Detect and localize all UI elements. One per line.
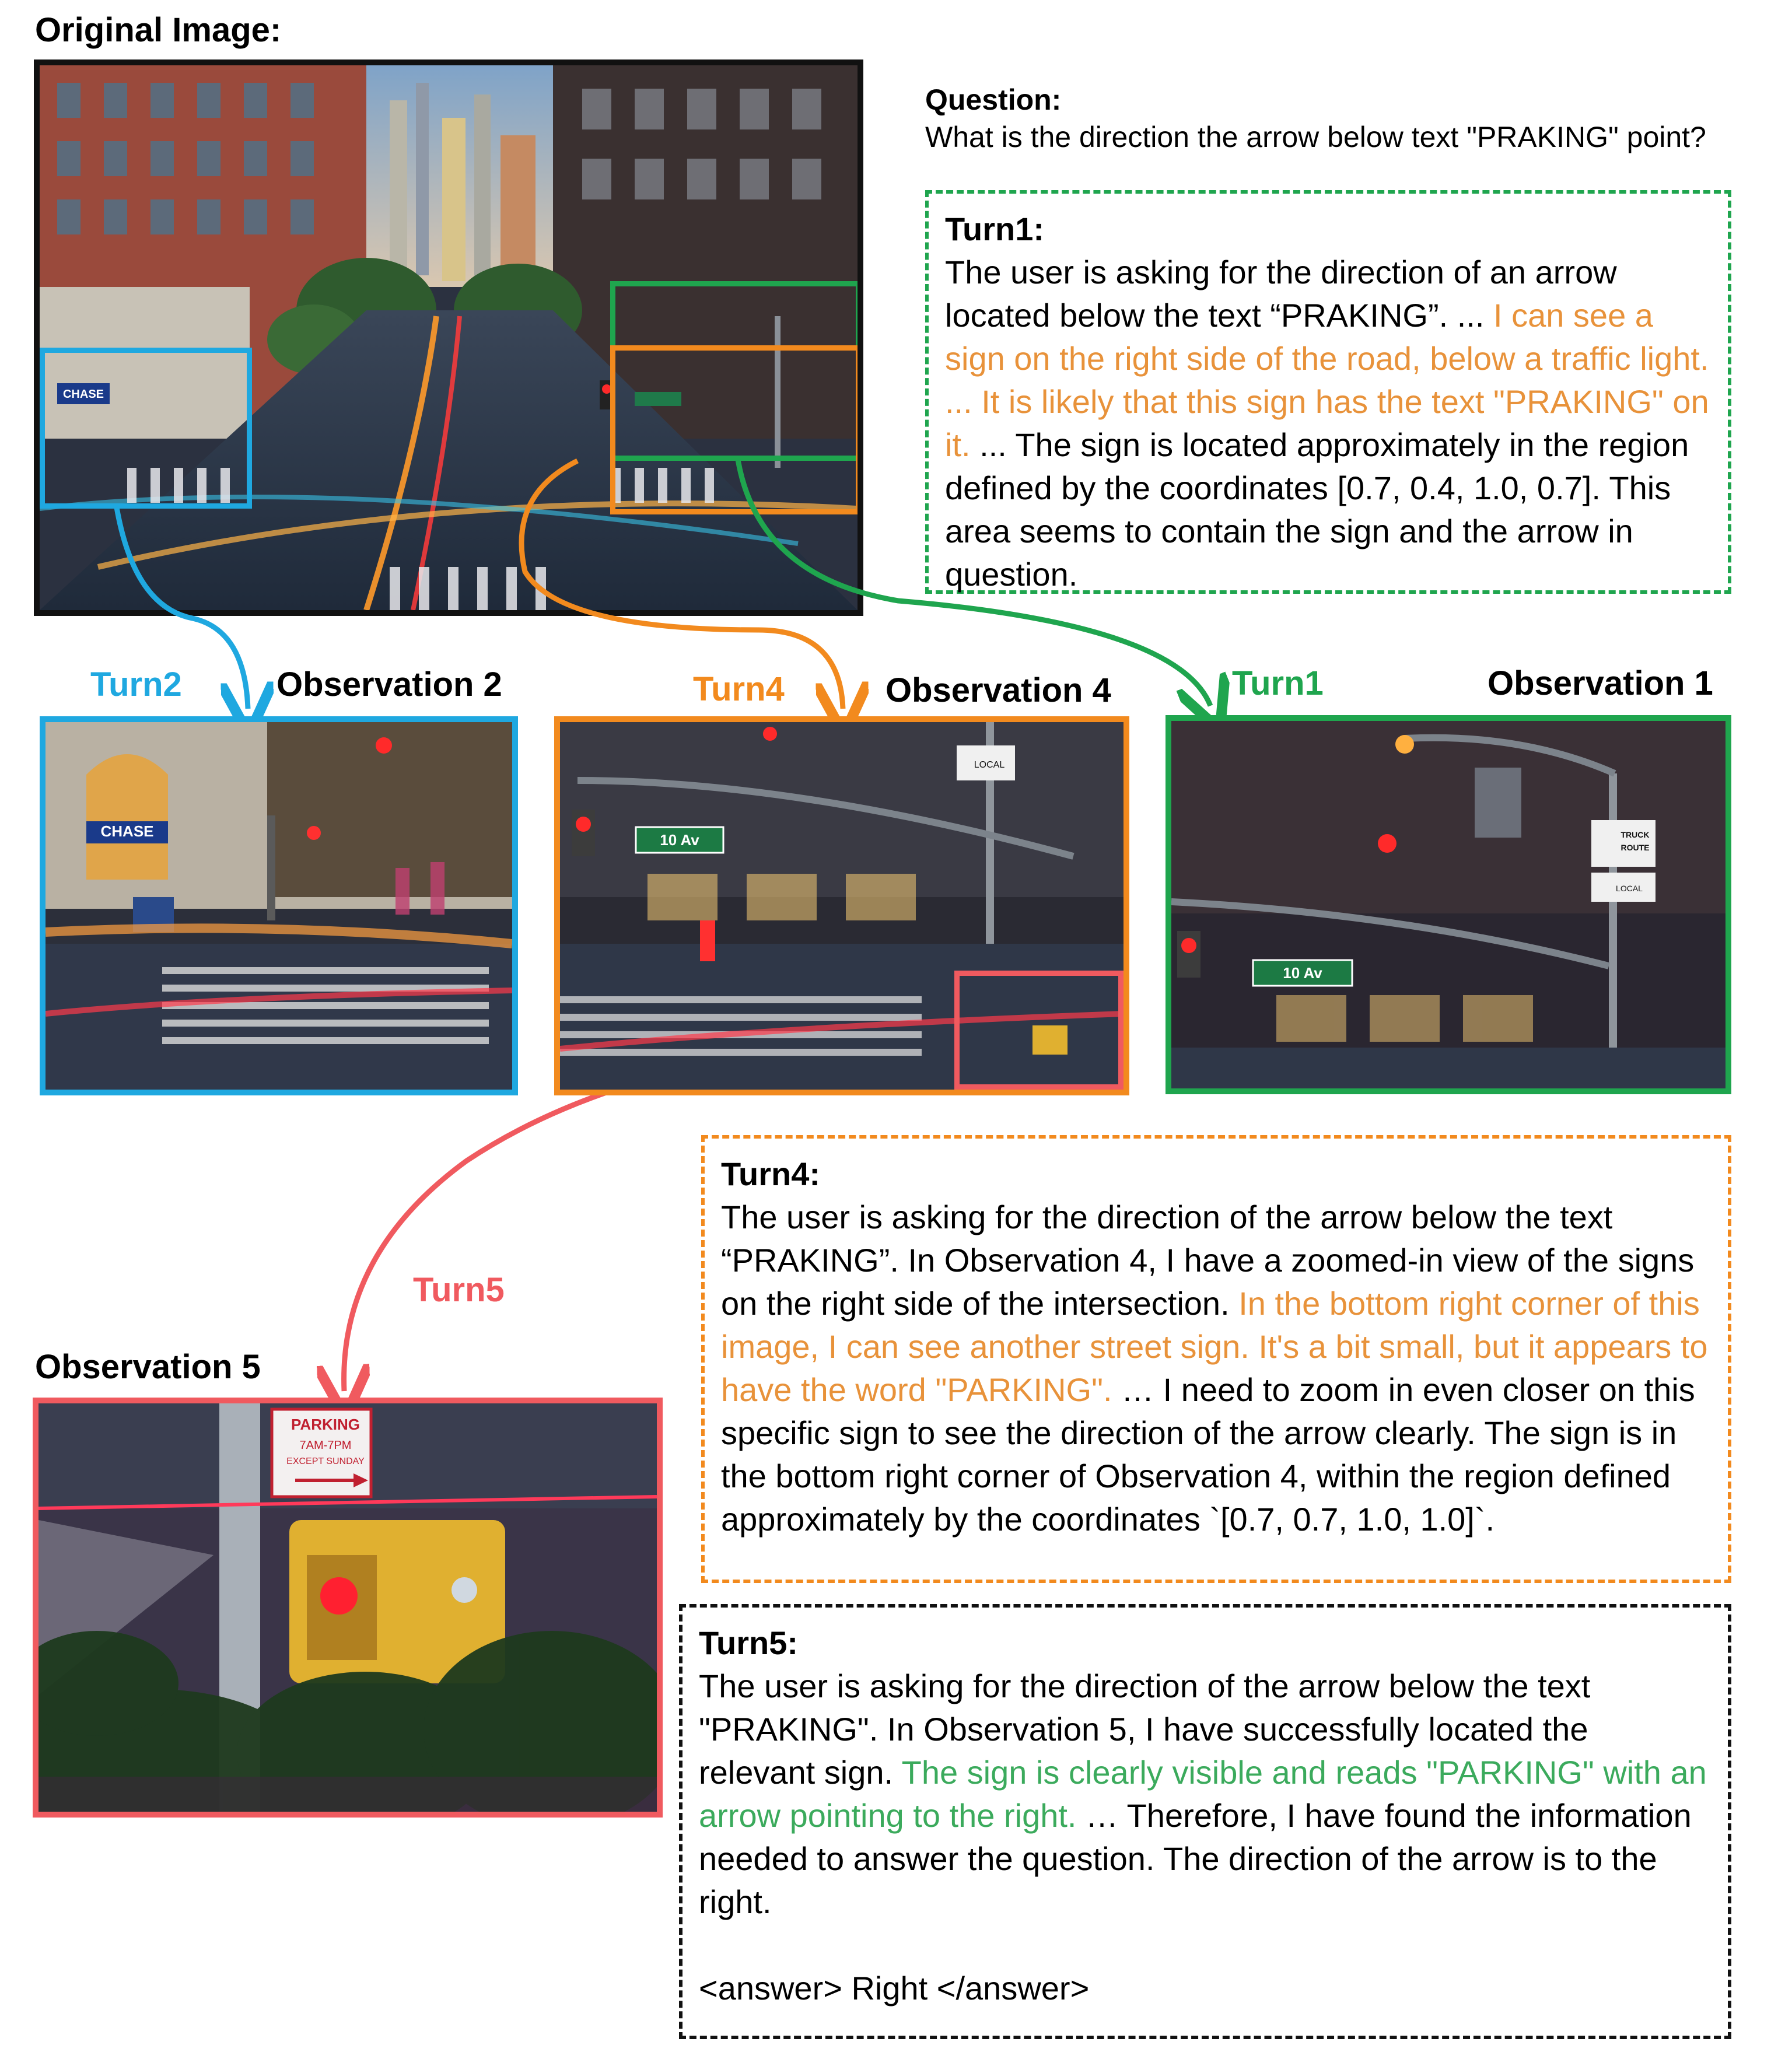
observation1-local-text: LOCAL <box>1616 884 1643 893</box>
observation5-hours-text: 7AM-7PM <box>300 1439 352 1452</box>
observation1-scene: TRUCK ROUTE LOCAL 10 Av <box>1171 721 1726 1088</box>
observation2-scene: CHASE <box>46 722 512 1090</box>
observation2-image: CHASE <box>40 716 518 1095</box>
observation5-image: PARKING 7AM-7PM EXCEPT SUNDAY <box>33 1398 663 1818</box>
observation5-label: Observation 5 <box>35 1347 261 1386</box>
turn1-label: Turn1 <box>1232 664 1324 703</box>
turn5-body: The user is asking for the direction of … <box>699 1665 1712 1924</box>
observation2-label: Observation 2 <box>276 665 502 704</box>
observation5-parking-text: PARKING <box>291 1416 360 1433</box>
observation1-image: TRUCK ROUTE LOCAL 10 Av <box>1166 715 1731 1094</box>
observation1-truck-text: TRUCK <box>1621 830 1650 839</box>
turn5-answer: <answer> Right </answer> <box>699 1967 1712 2010</box>
arrow-turn4 <box>522 461 843 709</box>
observation4-label: Observation 4 <box>886 671 1111 710</box>
turn4-heading: Turn4: <box>721 1153 1712 1196</box>
turn4-label: Turn4 <box>693 670 785 709</box>
turn4-reasoning-box: Turn4: The user is asking for the direct… <box>701 1135 1731 1583</box>
observation2-chase-text: CHASE <box>100 822 153 840</box>
observation1-street-sign: 10 Av <box>1283 964 1322 982</box>
turn5-label: Turn5 <box>413 1270 505 1309</box>
observation4-image: 10 Av LOCAL <box>554 716 1129 1095</box>
arrow-turn1 <box>738 460 1210 706</box>
observation5-except-text: EXCEPT SUNDAY <box>286 1456 365 1466</box>
turn2-label: Turn2 <box>90 665 182 704</box>
observation1-label: Observation 1 <box>1488 664 1713 703</box>
turn4-body: The user is asking for the direction of … <box>721 1196 1712 1541</box>
observation4-local-text: LOCAL <box>974 760 1005 770</box>
region-box-turn5 <box>954 971 1124 1090</box>
turn5-heading: Turn5: <box>699 1622 1712 1665</box>
observation5-scene: PARKING 7AM-7PM EXCEPT SUNDAY <box>38 1403 657 1812</box>
observation4-street-sign: 10 Av <box>660 831 699 849</box>
observation1-route-text: ROUTE <box>1621 843 1650 852</box>
turn5-reasoning-box: Turn5: The user is asking for the direct… <box>679 1604 1731 2039</box>
